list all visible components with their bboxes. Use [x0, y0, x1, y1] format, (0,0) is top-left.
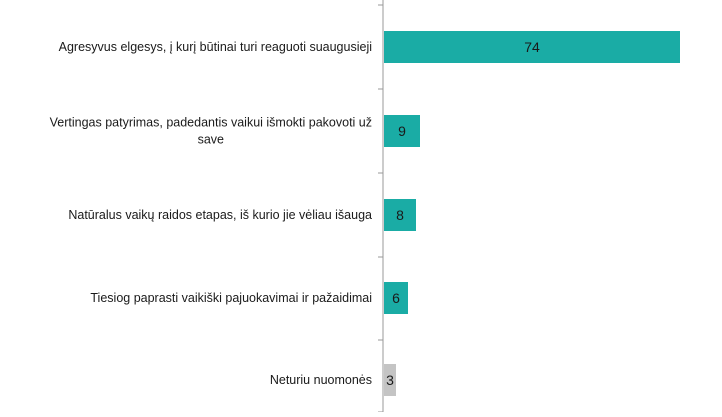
bar [384, 364, 396, 396]
bar-data-label: 6 [392, 290, 400, 306]
bar-data-label: 8 [396, 207, 404, 223]
data-labels: 74 9 8 6 3 [386, 39, 540, 388]
bars-layer [384, 31, 680, 396]
category-labels: Agresyvus elgesys, į kurį būtinai turi r… [50, 40, 372, 387]
category-label: Agresyvus elgesys, į kurį būtinai turi r… [59, 40, 372, 54]
category-label: Tiesiog paprasti vaikiški pajuokavimai i… [90, 291, 372, 305]
bar [384, 31, 680, 63]
bar [384, 282, 408, 314]
category-label: Vertingas patyrimas, padedantis vaikui i… [50, 116, 372, 147]
bar-data-label: 9 [398, 123, 406, 139]
bar [384, 199, 416, 231]
bar-data-label: 74 [524, 39, 540, 55]
bar-data-label: 3 [386, 372, 394, 388]
category-label: Neturiu nuomonės [270, 373, 372, 387]
category-label: Natūralus vaikų raidos etapas, iš kurio … [68, 208, 372, 222]
bar [384, 115, 420, 147]
